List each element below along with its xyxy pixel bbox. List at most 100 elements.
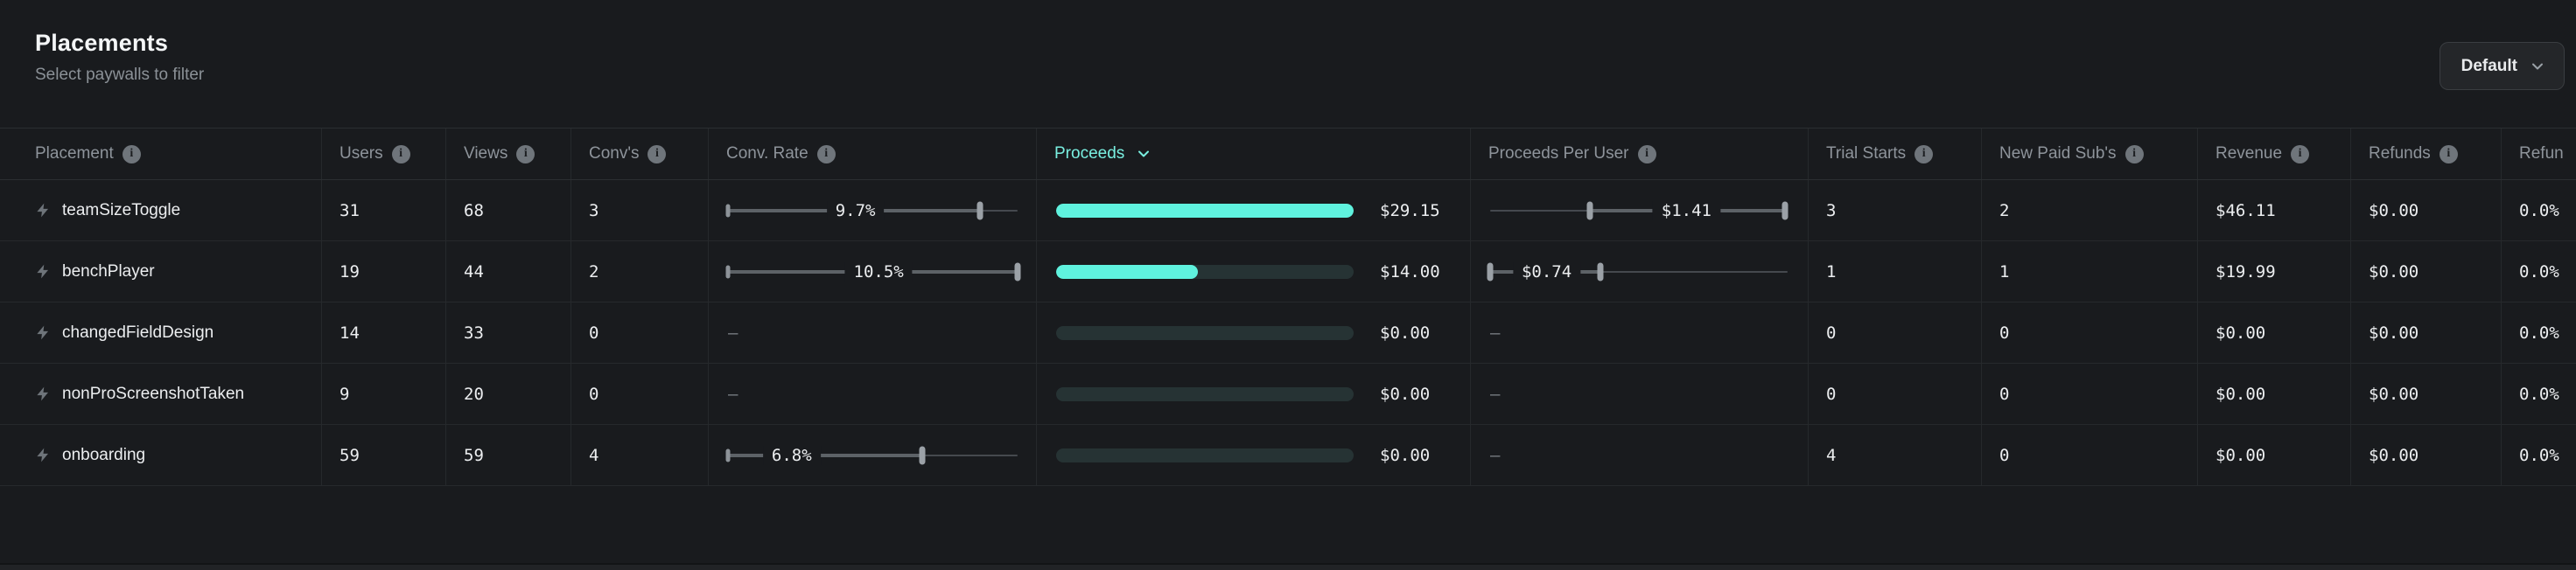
- preset-dropdown-label: Default: [2460, 56, 2517, 75]
- column-header-refund_rate[interactable]: Refun: [2502, 129, 2576, 179]
- info-icon[interactable]: i: [1914, 144, 1934, 163]
- cell-refund_rate: 0.0%: [2502, 241, 2576, 302]
- column-label: Placement: [35, 144, 114, 163]
- info-icon[interactable]: i: [1637, 144, 1656, 163]
- cell-conv_rate: 9.7%: [709, 180, 1037, 240]
- column-label: New Paid Sub's: [1999, 144, 2117, 163]
- new-paid-subs-value: 0: [1999, 323, 2010, 343]
- cell-convs: 2: [571, 241, 709, 302]
- cell-proceeds: $29.15: [1037, 180, 1471, 240]
- preset-dropdown-button[interactable]: Default: [2439, 42, 2565, 90]
- range-handle: [1586, 201, 1593, 219]
- proceeds-value: $0.00: [1380, 384, 1431, 404]
- cell-revenue: $46.11: [2198, 180, 2351, 240]
- range-handle: [1014, 262, 1021, 281]
- section-divider: [0, 563, 2576, 570]
- placement-bolt-icon: [37, 203, 49, 218]
- users-value: 19: [340, 261, 360, 282]
- column-header-conv_rate[interactable]: Conv. Rate i: [709, 129, 1037, 179]
- table-row[interactable]: changedFieldDesign 14 33 0 – $0.00 – 0 0 $0.00 $0.…: [0, 302, 2576, 364]
- refund-rate-value: 0.0%: [2519, 323, 2559, 343]
- info-icon[interactable]: i: [2124, 144, 2144, 163]
- cell-proceeds: $0.00: [1037, 425, 1471, 485]
- cell-refund_rate: 0.0%: [2502, 302, 2576, 363]
- info-icon[interactable]: i: [391, 144, 410, 163]
- table-row[interactable]: nonProScreenshotTaken 9 20 0 – $0.00 – 0 0 $0.00 $…: [0, 364, 2576, 425]
- proceeds-bar-track: [1056, 386, 1354, 401]
- column-header-refunds[interactable]: Refunds i: [2351, 129, 2502, 179]
- range-handle: [976, 201, 984, 219]
- proceeds-per-user-range-viz: $1.41: [1490, 180, 1788, 240]
- proceeds-bar-track: [1056, 448, 1354, 462]
- column-header-revenue[interactable]: Revenue i: [2198, 129, 2351, 179]
- cell-revenue: $0.00: [2198, 364, 2351, 424]
- range-handle: [1782, 201, 1788, 219]
- placements-table: Placement i Users i Views i Conv's i Conv. Rate i…: [0, 128, 2576, 486]
- revenue-value: $46.11: [2216, 200, 2276, 220]
- refund-rate-value: 0.0%: [2519, 445, 2559, 465]
- range-value-label: 10.5%: [844, 261, 913, 282]
- placement-bolt-icon: [37, 386, 49, 401]
- users-value: 59: [340, 445, 360, 465]
- cell-proceeds_per_user: $0.74: [1471, 241, 1809, 302]
- cell-refunds: $0.00: [2351, 302, 2502, 363]
- column-label: Proceeds Per User: [1488, 144, 1629, 163]
- table-row[interactable]: benchPlayer 19 44 2 10.5% $14.00 $0.74 1 1 $19.99…: [0, 241, 2576, 302]
- column-header-proceeds[interactable]: Proceeds: [1037, 129, 1471, 179]
- cell-users: 9: [322, 364, 446, 424]
- cell-proceeds_per_user: –: [1471, 364, 1809, 424]
- cell-placement: benchPlayer: [0, 241, 322, 302]
- placement-bolt-icon: [37, 264, 49, 279]
- proceeds-per-user-range-viz: $0.74: [1487, 241, 1788, 302]
- cell-placement: teamSizeToggle: [0, 180, 322, 240]
- column-header-views[interactable]: Views i: [446, 129, 571, 179]
- page-subtitle: Select paywalls to filter: [35, 66, 205, 84]
- info-icon[interactable]: i: [648, 144, 667, 163]
- info-icon[interactable]: i: [122, 144, 141, 163]
- column-header-new_paid_subs[interactable]: New Paid Sub's i: [1982, 129, 2198, 179]
- table-row[interactable]: teamSizeToggle 31 68 3 9.7% $29.15 $1.41 3 2 $46.…: [0, 180, 2576, 241]
- placement-name: onboarding: [62, 445, 146, 464]
- column-label: Views: [464, 144, 508, 163]
- cell-trial_starts: 1: [1809, 241, 1982, 302]
- table-row[interactable]: onboarding 59 59 4 6.8% $0.00 – 4 0 $0.00 $0.00 0.0…: [0, 425, 2576, 486]
- column-header-users[interactable]: Users i: [322, 129, 446, 179]
- cell-views: 44: [446, 241, 571, 302]
- cell-trial_starts: 0: [1809, 302, 1982, 363]
- info-icon[interactable]: i: [2439, 144, 2458, 163]
- cell-users: 14: [322, 302, 446, 363]
- cell-revenue: $0.00: [2198, 302, 2351, 363]
- info-icon[interactable]: i: [816, 144, 836, 163]
- cell-new_paid_subs: 0: [1982, 425, 2198, 485]
- range-handle: [919, 446, 926, 464]
- column-header-proceeds_per_user[interactable]: Proceeds Per User i: [1471, 129, 1809, 179]
- placement-name: benchPlayer: [62, 261, 155, 281]
- range-track: [1490, 270, 1788, 273]
- proceeds-value: $14.00: [1380, 261, 1440, 282]
- empty-value: –: [728, 384, 738, 404]
- new-paid-subs-value: 0: [1999, 384, 2010, 404]
- column-label: Conv's: [589, 144, 640, 163]
- column-label: Proceeds: [1054, 144, 1125, 163]
- placement-bolt-icon: [37, 448, 49, 462]
- range-handle: [725, 265, 731, 278]
- refunds-value: $0.00: [2369, 384, 2419, 404]
- views-value: 59: [464, 445, 484, 465]
- views-value: 44: [464, 261, 484, 282]
- trial-starts-value: 0: [1826, 384, 1837, 404]
- new-paid-subs-value: 2: [1999, 200, 2010, 220]
- cell-refunds: $0.00: [2351, 425, 2502, 485]
- empty-value: –: [728, 323, 738, 343]
- info-icon[interactable]: i: [2291, 144, 2310, 163]
- empty-value: –: [1490, 445, 1501, 465]
- range-handle: [1487, 262, 1494, 281]
- cell-views: 33: [446, 302, 571, 363]
- info-icon[interactable]: i: [516, 144, 536, 163]
- range-value-label: $0.74: [1512, 261, 1581, 282]
- column-header-convs[interactable]: Conv's i: [571, 129, 709, 179]
- column-header-trial_starts[interactable]: Trial Starts i: [1809, 129, 1982, 179]
- conv-rate-range-viz: 10.5%: [725, 241, 1021, 302]
- column-header-placement[interactable]: Placement i: [0, 129, 322, 179]
- cell-convs: 0: [571, 364, 709, 424]
- users-value: 14: [340, 323, 360, 343]
